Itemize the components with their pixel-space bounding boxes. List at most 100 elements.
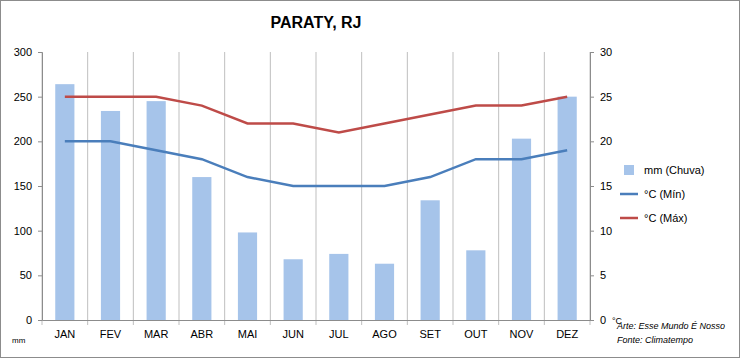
tick: MAR [144,320,169,340]
legend-swatch [620,217,638,220]
tick: OUT [464,320,488,340]
legend-item: mm (Chuva) [624,164,705,176]
tick: ABR [191,320,214,340]
tick: JUN [282,320,303,340]
tick-label: OUT [464,328,488,340]
tick-mark [590,275,594,276]
tick-mark [38,52,42,53]
y-axis: 050100150200250300 [14,46,43,326]
tick-mark [38,97,42,98]
tick-label: 0 [600,314,606,326]
grid-line [270,52,271,325]
tick-label: MAR [144,328,169,340]
bar [238,232,257,320]
legend-label: °C (Máx) [644,212,688,224]
grid-line [87,52,88,325]
tick-mark [590,97,594,98]
frame [1,1,740,358]
bar [55,84,74,320]
chart: PARATY, RJ JAN FEV MAR ABR MAI JUN JUL AGO SET OUT… [0,0,740,358]
tick: 50 [20,269,42,281]
tick-label: 10 [600,225,612,237]
tick-mark [590,52,594,53]
legend-label: °C (Mín) [644,188,685,200]
legend-item: °C (Mín) [620,188,685,200]
tick: SET [419,320,441,340]
y-axis-label: mm [12,336,26,345]
plot-area [55,84,577,320]
tick: 250 [14,91,42,103]
tick-label: 15 [600,180,612,192]
axis-line [38,53,43,321]
legend-swatch [620,193,638,196]
tick-label: JUN [282,328,303,340]
tick: 30 [590,46,612,58]
bar [329,254,348,320]
axis-line [591,53,595,321]
annotation: Arte: Esse Mundo É Nosso [616,321,725,331]
legend-label: mm (Chuva) [644,164,705,176]
tick-label: 300 [14,46,32,58]
tick: 300 [14,46,42,58]
tick: JAN [54,320,75,340]
tick: DEZ [556,320,578,340]
grid-line [316,52,317,325]
tick-label: 200 [14,135,32,147]
bar [512,139,531,320]
line [65,97,567,133]
grid-line [498,52,499,325]
legend-item: °C (Máx) [620,212,688,224]
tick-label: JUL [329,328,349,340]
bar [284,259,303,320]
tick-mark [590,186,594,187]
axis-line [43,320,591,321]
y2-axis: 0 5 10 15 20 25 30 [590,46,612,326]
bar-series [55,84,577,320]
tick-label: MAI [238,328,258,340]
grid [42,52,590,325]
tick: 25 [590,91,612,103]
tick-mark [38,231,42,232]
tick: 10 [590,225,612,237]
tick-mark [38,275,42,276]
grid-line [224,52,225,325]
tick-label: 150 [14,180,32,192]
tick: 20 [590,135,612,147]
tick: 0 [26,314,42,326]
tick: JUL [329,320,349,340]
tick-mark [38,320,42,321]
grid-line [133,52,134,325]
tick-label: NOV [510,328,535,340]
tick-label: 0 [26,314,32,326]
tick-mark [38,141,42,142]
tick: AGO [372,320,397,340]
tick: 200 [14,135,42,147]
tick-label: ABR [191,328,214,340]
tick: 5 [590,269,606,281]
tick-label: JAN [54,328,75,340]
tick-label: 50 [20,269,32,281]
bar [192,177,211,320]
annotation: Fonte: Climatempo [617,335,693,345]
tick-label: 20 [600,135,612,147]
tick-label: 30 [600,46,612,58]
tick-label: 5 [600,269,606,281]
x-axis: JAN FEV MAR ABR MAI JUN JUL AGO SET OUT NOV DEZ [43,320,591,340]
tick: MAI [238,320,258,340]
line [65,141,567,186]
title: PARATY, RJ [271,14,362,31]
tick-label: 25 [600,91,612,103]
grid-line [544,52,545,325]
tick-mark [38,186,42,187]
bar [421,200,440,320]
tick-label: FEV [100,328,122,340]
tick-mark [590,320,594,321]
tick-label: 250 [14,91,32,103]
tick: 0 [590,314,606,326]
tick-label: DEZ [556,328,578,340]
tick: 150 [14,180,42,192]
grid-line [179,52,180,325]
grid-line [453,52,454,325]
tick-label: SET [419,328,441,340]
bar [375,264,394,320]
